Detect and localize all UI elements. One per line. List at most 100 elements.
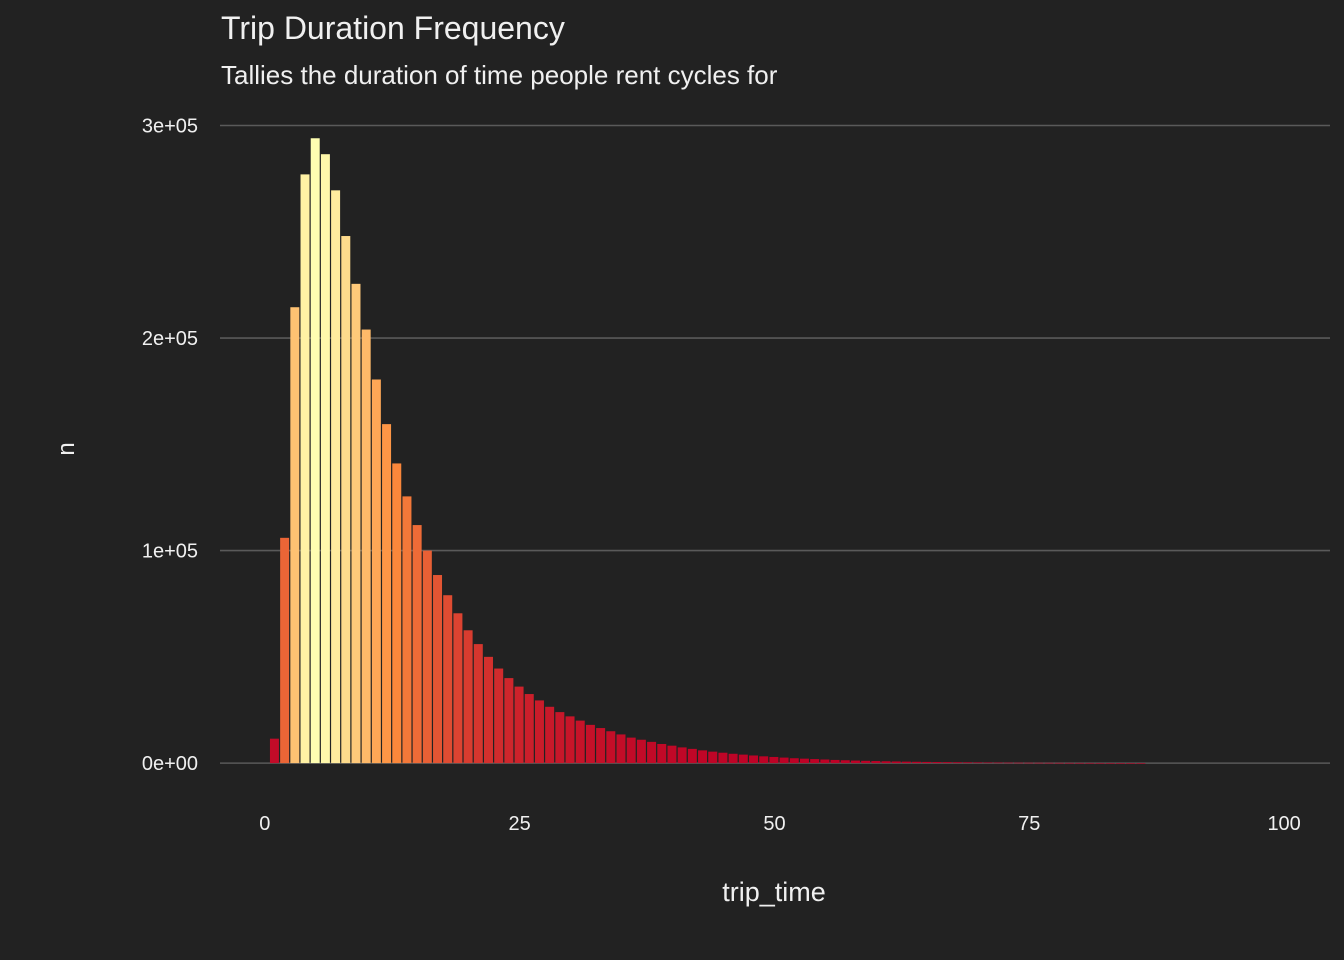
bar-80 bbox=[1075, 762, 1085, 764]
x-tick-label-2: 50 bbox=[763, 813, 785, 835]
chart-subtitle: Tallies the duration of time people rent… bbox=[221, 60, 778, 90]
bar-62 bbox=[891, 761, 901, 764]
bar-61 bbox=[881, 761, 891, 764]
x-tick-label-0: 0 bbox=[259, 813, 270, 835]
bar-19 bbox=[453, 613, 463, 764]
bars bbox=[269, 138, 1146, 764]
bar-29 bbox=[555, 712, 565, 764]
bar-6 bbox=[320, 154, 330, 764]
bar-79 bbox=[1064, 762, 1074, 764]
bar-23 bbox=[494, 668, 504, 764]
bar-53 bbox=[799, 758, 809, 764]
bar-70 bbox=[973, 762, 983, 764]
y-tick-label-1: 1e+05 bbox=[142, 541, 198, 563]
bar-26 bbox=[524, 694, 534, 764]
bar-24 bbox=[504, 678, 514, 764]
bar-38 bbox=[647, 741, 657, 764]
bar-2 bbox=[280, 537, 290, 764]
bar-66 bbox=[932, 762, 942, 764]
bar-25 bbox=[514, 686, 524, 764]
bar-13 bbox=[392, 463, 402, 764]
bar-84 bbox=[1115, 762, 1125, 764]
bar-75 bbox=[1024, 762, 1034, 764]
bar-28 bbox=[545, 706, 555, 764]
y-axis-tick-labels: 0e+00 1e+05 2e+05 3e+05 bbox=[142, 116, 198, 776]
x-tick-label-3: 75 bbox=[1018, 813, 1040, 835]
bar-20 bbox=[463, 630, 473, 764]
bar-44 bbox=[708, 751, 718, 764]
y-tick-label-3: 3e+05 bbox=[142, 116, 198, 138]
bar-59 bbox=[861, 760, 871, 764]
bar-33 bbox=[596, 728, 606, 764]
bar-27 bbox=[534, 700, 544, 764]
bar-51 bbox=[779, 757, 789, 764]
bar-86 bbox=[1136, 763, 1146, 764]
bar-40 bbox=[667, 745, 677, 764]
bar-7 bbox=[331, 190, 341, 764]
x-axis-tick-labels: 0 25 50 75 100 bbox=[259, 813, 1301, 835]
bar-18 bbox=[443, 595, 453, 764]
bar-85 bbox=[1126, 763, 1136, 764]
bar-83 bbox=[1105, 762, 1115, 764]
bar-74 bbox=[1014, 762, 1024, 764]
bar-63 bbox=[901, 761, 911, 764]
bar-69 bbox=[963, 762, 973, 764]
y-tick-label-2: 2e+05 bbox=[142, 328, 198, 350]
bar-15 bbox=[412, 525, 422, 764]
bar-8 bbox=[341, 236, 351, 764]
bar-21 bbox=[473, 644, 483, 764]
bar-71 bbox=[983, 762, 993, 764]
bar-16 bbox=[422, 550, 432, 764]
bar-54 bbox=[810, 759, 820, 764]
bar-42 bbox=[687, 748, 697, 764]
bar-41 bbox=[677, 747, 687, 764]
bar-76 bbox=[1034, 762, 1044, 764]
bar-67 bbox=[942, 762, 952, 764]
bar-12 bbox=[382, 424, 392, 764]
bar-46 bbox=[728, 753, 738, 764]
bar-65 bbox=[922, 761, 932, 764]
bar-52 bbox=[789, 758, 799, 764]
bar-64 bbox=[912, 761, 922, 764]
bar-68 bbox=[952, 762, 962, 764]
bar-22 bbox=[483, 656, 493, 764]
chart-title: Trip Duration Frequency bbox=[221, 10, 565, 46]
bar-37 bbox=[636, 739, 646, 764]
y-axis-title: n bbox=[53, 442, 80, 455]
bar-1 bbox=[269, 738, 279, 764]
y-tick-label-0: 0e+00 bbox=[142, 753, 198, 775]
bar-36 bbox=[626, 737, 636, 764]
bar-45 bbox=[718, 752, 728, 764]
bar-17 bbox=[433, 575, 443, 764]
bar-43 bbox=[698, 750, 708, 764]
bar-56 bbox=[830, 759, 840, 764]
bar-31 bbox=[575, 720, 585, 764]
x-tick-label-1: 25 bbox=[509, 813, 531, 835]
bar-55 bbox=[820, 759, 830, 764]
bar-34 bbox=[606, 731, 616, 764]
bar-78 bbox=[1054, 762, 1064, 764]
bar-57 bbox=[840, 760, 850, 764]
bar-72 bbox=[993, 762, 1003, 764]
x-tick-label-4: 100 bbox=[1267, 813, 1300, 835]
bar-48 bbox=[749, 755, 759, 764]
bar-11 bbox=[371, 379, 381, 764]
bar-4 bbox=[300, 174, 310, 764]
bar-14 bbox=[402, 496, 412, 764]
bar-32 bbox=[585, 724, 595, 764]
bar-10 bbox=[361, 329, 371, 764]
bar-9 bbox=[351, 283, 361, 764]
bar-35 bbox=[616, 734, 626, 764]
bar-39 bbox=[657, 743, 667, 764]
bar-47 bbox=[738, 754, 748, 764]
bar-73 bbox=[1003, 762, 1013, 764]
bar-30 bbox=[565, 716, 575, 764]
bar-5 bbox=[310, 138, 320, 764]
bar-50 bbox=[769, 756, 779, 764]
bar-77 bbox=[1044, 762, 1054, 764]
bar-81 bbox=[1085, 762, 1095, 764]
x-axis-title: trip_time bbox=[722, 877, 826, 907]
bar-3 bbox=[290, 307, 300, 764]
